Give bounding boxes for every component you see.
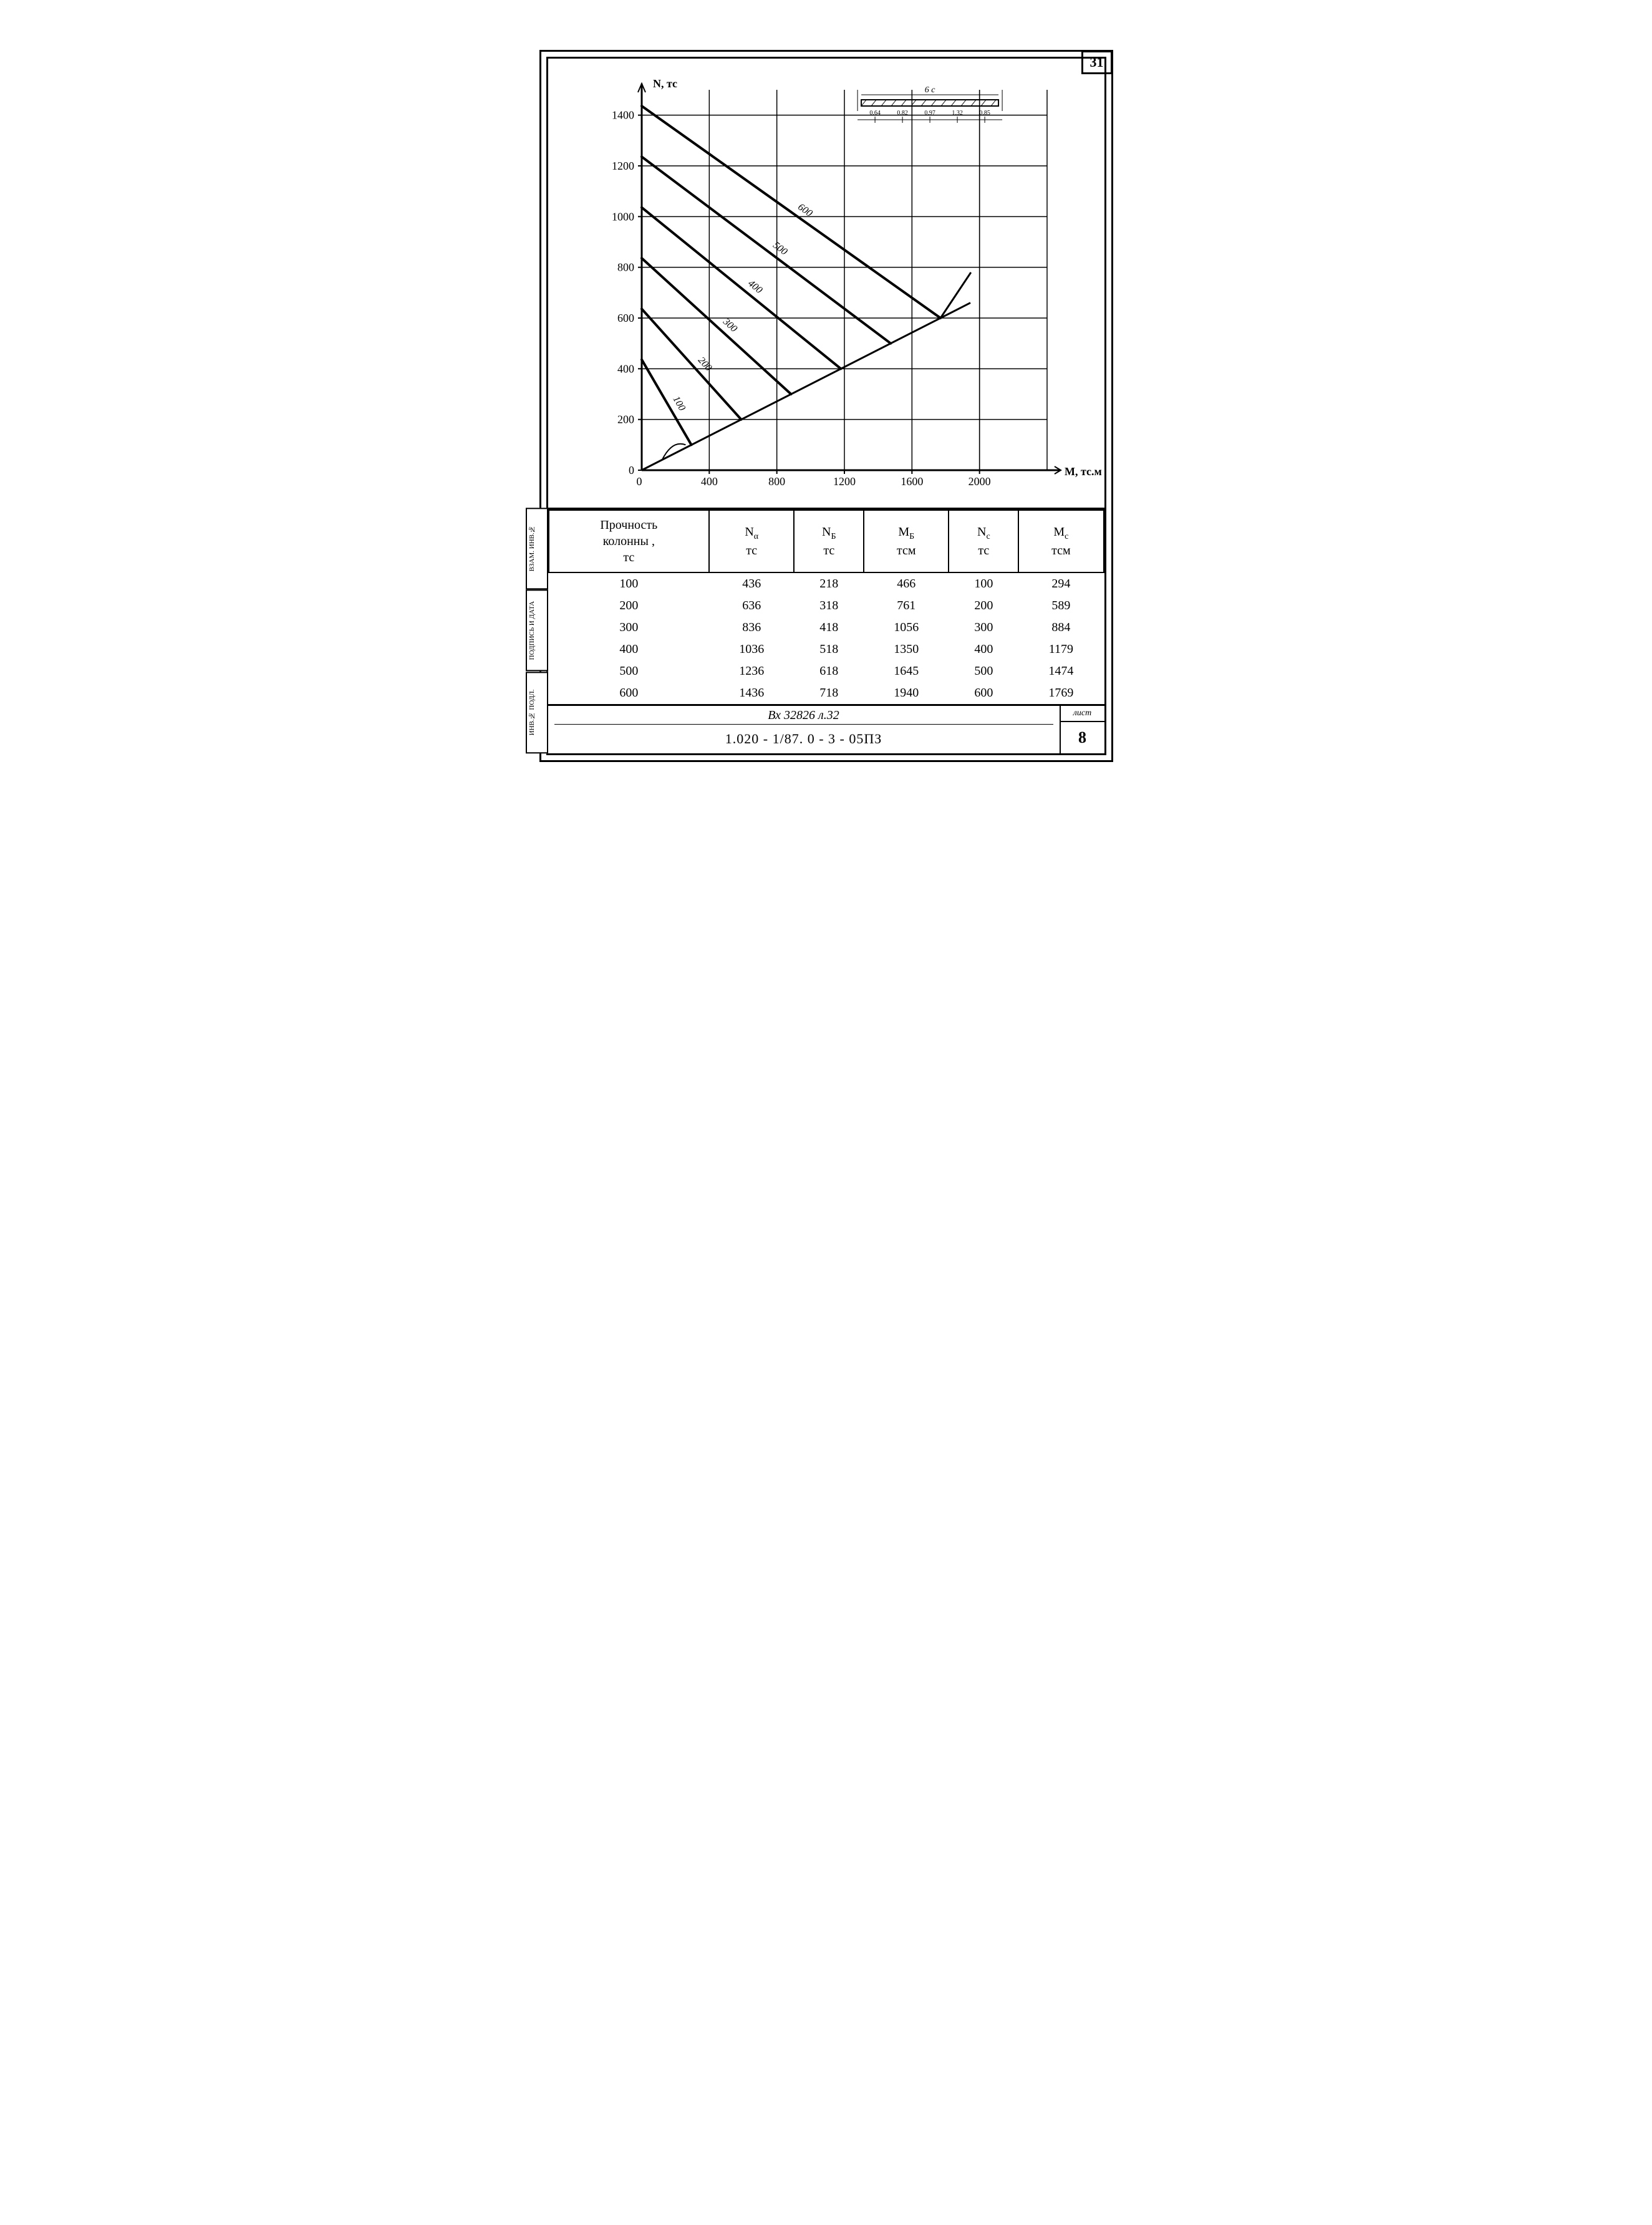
col-header: Nαтс: [709, 510, 794, 572]
table-cell: 300: [949, 617, 1018, 639]
table-cell: 418: [794, 617, 864, 639]
svg-text:6 с: 6 с: [924, 85, 935, 95]
table-cell: 500: [949, 660, 1018, 682]
table-cell: 1474: [1018, 660, 1103, 682]
table-row: 200636318761200589: [549, 595, 1104, 617]
table-cell: 100: [949, 572, 1018, 595]
col-header: Nстс: [949, 510, 1018, 572]
table-cell: 1056: [864, 617, 949, 639]
table-cell: 636: [709, 595, 794, 617]
row-label: 300: [549, 617, 710, 639]
outer-frame: 31 0200400600800100012001400040080012001…: [539, 50, 1113, 762]
table-body: 1004362184661002942006363187612005893008…: [549, 572, 1104, 704]
table-cell: 600: [949, 682, 1018, 704]
sheet-number: 8: [1061, 722, 1104, 753]
svg-text:400: 400: [617, 362, 634, 375]
table-cell: 884: [1018, 617, 1103, 639]
table-row: 100436218466100294: [549, 572, 1104, 595]
sheet-label: лист: [1061, 706, 1104, 722]
svg-text:800: 800: [617, 261, 634, 274]
svg-text:M, тс.м: M, тс.м: [1065, 465, 1102, 478]
table-cell: 618: [794, 660, 864, 682]
side-stub: ПОДПИСЬ И ДАТА: [526, 589, 548, 671]
table-cell: 836: [709, 617, 794, 639]
table-cell: 1036: [709, 639, 794, 660]
side-stub: ВЗАМ. ИНВ.№: [526, 508, 548, 589]
table-cell: 400: [949, 639, 1018, 660]
title-left: Вх 32826 л.32 1.020 - 1/87. 0 - 3 - 05ПЗ: [548, 706, 1061, 753]
svg-text:0: 0: [629, 464, 634, 476]
svg-text:100: 100: [670, 394, 687, 412]
chart-area: 0 200 400 600 800 1000 1200 1400 0 400 800 1200 1600…: [548, 59, 1104, 508]
svg-text:600: 600: [617, 312, 634, 324]
col-header: MБтсм: [864, 510, 949, 572]
svg-text:200: 200: [617, 413, 634, 426]
side-stubs: ВЗАМ. ИНВ.№ПОДПИСЬ И ДАТАИНВ.№ ПОДЛ.: [526, 508, 548, 753]
table-cell: 1940: [864, 682, 949, 704]
svg-text:1200: 1200: [833, 475, 856, 488]
row-label: 100: [549, 572, 710, 595]
inner-frame: 0 200 400 600 800 1000 1200 1400 0 400 800 1200 1600…: [546, 57, 1106, 755]
table-cell: 1436: [709, 682, 794, 704]
page: 31 0200400600800100012001400040080012001…: [514, 12, 1138, 787]
table-cell: 1236: [709, 660, 794, 682]
table-cell: 200: [949, 595, 1018, 617]
table-cell: 436: [709, 572, 794, 595]
table-cell: 466: [864, 572, 949, 595]
row-label: 400: [549, 639, 710, 660]
table-cell: 218: [794, 572, 864, 595]
svg-text:0.64: 0.64: [869, 110, 881, 117]
table-cell: 318: [794, 595, 864, 617]
row-label: 500: [549, 660, 710, 682]
svg-text:1000: 1000: [612, 210, 634, 223]
col-header: NБтс: [794, 510, 864, 572]
interaction-chart: 0 200 400 600 800 1000 1200 1400 0 400 800 1200 1600…: [598, 71, 1109, 501]
data-table-area: Прочностьколонны ,тсNαтсNБтсMБтсмNстсMст…: [548, 508, 1104, 704]
svg-text:2000: 2000: [968, 475, 990, 488]
svg-text:N, тс: N, тс: [653, 77, 677, 90]
table-cell: 761: [864, 595, 949, 617]
svg-text:1.32: 1.32: [952, 110, 963, 117]
data-table: Прочностьколонны ,тсNαтсNБтсMБтсмNстсMст…: [548, 509, 1104, 704]
svg-text:0.85: 0.85: [979, 110, 990, 117]
table-cell: 589: [1018, 595, 1103, 617]
table-row: 600143671819406001769: [549, 682, 1104, 704]
col-header-strength: Прочностьколонны ,тс: [549, 510, 710, 572]
table-cell: 1350: [864, 639, 949, 660]
row-label: 600: [549, 682, 710, 704]
table-cell: 1179: [1018, 639, 1103, 660]
side-stub: ИНВ.№ ПОДЛ.: [526, 672, 548, 753]
row-label: 200: [549, 595, 710, 617]
table-cell: 518: [794, 639, 864, 660]
svg-text:1400: 1400: [612, 109, 634, 122]
table-cell: 1645: [864, 660, 949, 682]
col-header: Mстсм: [1018, 510, 1103, 572]
table-cell: 718: [794, 682, 864, 704]
table-row: 500123661816455001474: [549, 660, 1104, 682]
svg-text:0: 0: [636, 475, 642, 488]
svg-text:1200: 1200: [612, 160, 634, 172]
table-cell: 1769: [1018, 682, 1103, 704]
table-row: 3008364181056300884: [549, 617, 1104, 639]
title-right: лист 8: [1061, 706, 1104, 753]
svg-text:1600: 1600: [901, 475, 923, 488]
table-cell: 294: [1018, 572, 1103, 595]
table-header-row: Прочностьколонны ,тсNαтсNБтсMБтсмNстсMст…: [549, 510, 1104, 572]
svg-text:400: 400: [700, 475, 717, 488]
handwritten-note: Вх 32826 л.32: [554, 708, 1053, 725]
svg-text:800: 800: [768, 475, 785, 488]
table-wrapper: ВЗАМ. ИНВ.№ПОДПИСЬ И ДАТАИНВ.№ ПОДЛ. Про…: [548, 508, 1104, 753]
svg-text:0.82: 0.82: [897, 110, 908, 117]
table-row: 400103651813504001179: [549, 639, 1104, 660]
svg-text:0.97: 0.97: [924, 110, 935, 117]
document-number: 1.020 - 1/87. 0 - 3 - 05ПЗ: [554, 727, 1053, 751]
title-block: Вх 32826 л.32 1.020 - 1/87. 0 - 3 - 05ПЗ…: [548, 704, 1104, 753]
